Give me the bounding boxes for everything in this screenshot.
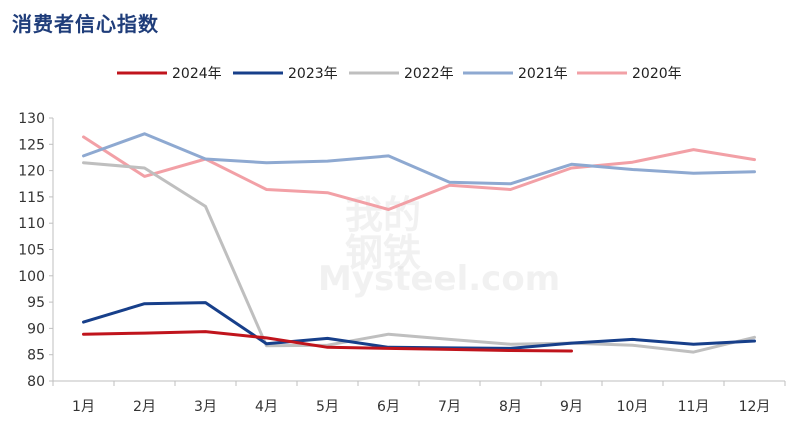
y-tick-label: 105 <box>18 243 45 259</box>
series-line-2022年 <box>82 161 756 354</box>
x-tick-label: 10月 <box>617 399 649 415</box>
chart-title: 消费者信心指数 <box>12 12 159 36</box>
y-tick-label: 125 <box>18 137 45 153</box>
series-line-2020年 <box>82 135 756 211</box>
y-tick-label: 110 <box>18 216 45 232</box>
y-tick-label: 120 <box>18 164 45 180</box>
x-tick-label: 12月 <box>739 399 771 415</box>
y-tick-label: 100 <box>18 269 45 285</box>
y-tick-label: 130 <box>18 111 45 127</box>
watermark-line2: 钢铁 <box>345 231 421 275</box>
x-tick-label: 5月 <box>316 399 339 415</box>
y-tick-label: 85 <box>27 348 45 364</box>
x-tick-label: 11月 <box>678 399 710 415</box>
series-lines <box>82 132 756 354</box>
x-tick-label: 6月 <box>377 399 400 415</box>
x-tick-label: 7月 <box>438 399 461 415</box>
series-line-2024年 <box>82 330 573 353</box>
legend-label: 2024年 <box>172 66 222 82</box>
x-tick-label: 8月 <box>499 399 522 415</box>
series-line-2021年 <box>82 132 756 186</box>
legend-label: 2022年 <box>404 66 454 82</box>
x-tick-label: 4月 <box>255 399 278 415</box>
legend-label: 2021年 <box>518 66 568 82</box>
y-tick-label: 90 <box>27 321 45 337</box>
y-tick-label: 115 <box>18 190 45 206</box>
y-tick-label: 95 <box>27 295 45 311</box>
watermark-line3: Mysteel.com <box>318 259 560 299</box>
legend: 2024年 2023年 2022年 2021年 2020年 <box>117 66 682 82</box>
x-tick-label: 1月 <box>72 399 95 415</box>
axes: 80 85 90 95 100 105 110 115 120 125 130 1月 2月 3月 4月 5月 6… <box>18 111 786 415</box>
legend-label: 2023年 <box>288 66 338 82</box>
x-tick-label: 9月 <box>560 399 583 415</box>
watermark: 我的 钢铁 Mysteel.com <box>318 193 560 299</box>
x-tick-label: 3月 <box>194 399 217 415</box>
x-tick-label: 2月 <box>133 399 156 415</box>
y-tick-label: 80 <box>27 374 45 390</box>
series-line-2023年 <box>82 301 756 350</box>
legend-label: 2020年 <box>632 66 682 82</box>
